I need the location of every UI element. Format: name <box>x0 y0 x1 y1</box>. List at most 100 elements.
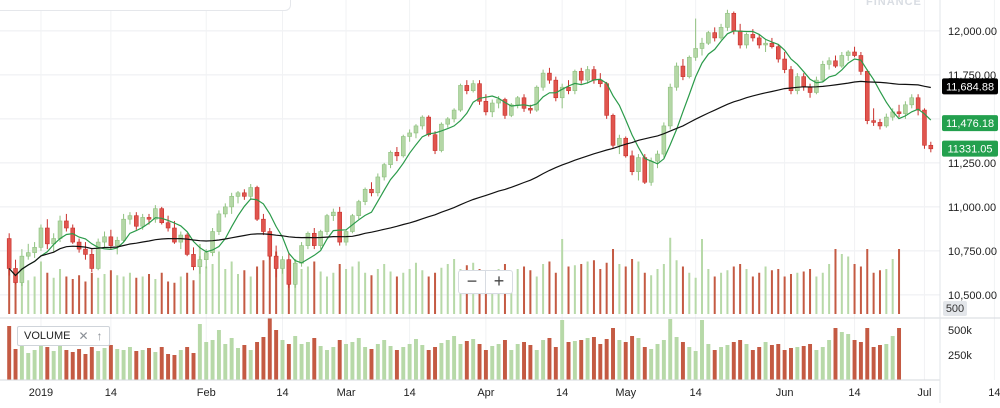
volume-overlay-bar <box>885 269 888 314</box>
candle-body <box>146 217 152 220</box>
candle-body <box>756 37 762 46</box>
volume-bar <box>318 346 323 380</box>
volume-bar <box>108 345 113 380</box>
volume-bar <box>286 344 291 380</box>
price-tick-label: 11,000.00 <box>948 202 996 214</box>
volume-overlay-bar <box>84 281 87 314</box>
volume-bar <box>388 346 393 380</box>
volume-overlay-bar <box>624 266 627 314</box>
volume-overlay-bar <box>71 279 74 314</box>
volume-bar <box>687 347 692 380</box>
zoom-out-button[interactable]: − <box>466 271 478 291</box>
volume-overlay-bar <box>599 269 602 314</box>
candle-body <box>769 42 775 48</box>
volume-bar <box>89 347 94 380</box>
volume-overlay-bar <box>688 272 691 314</box>
volume-overlay-bar <box>726 270 729 314</box>
time-tick-label: 14 <box>848 387 860 399</box>
volume-bar <box>433 347 438 380</box>
candle-body <box>820 64 826 81</box>
candle-body <box>299 245 304 264</box>
volume-bar <box>827 340 832 380</box>
volume-bar <box>884 344 889 380</box>
candle-body <box>515 97 520 106</box>
volume-bar <box>426 350 431 380</box>
candle-body <box>407 132 412 137</box>
volume-bar <box>305 342 310 380</box>
volume-bar <box>820 347 825 380</box>
volume-bar <box>115 349 120 380</box>
candle-body <box>833 60 838 67</box>
candle-body <box>788 69 794 92</box>
volume-overlay-bar <box>828 264 831 314</box>
price-badge <box>942 78 998 95</box>
volume-bar <box>719 347 724 380</box>
volume-overlay-bar <box>809 269 812 314</box>
candle-body <box>324 215 330 232</box>
volume-bar <box>32 350 37 380</box>
volume-overlay-bar <box>612 249 615 314</box>
candle-body <box>483 100 489 113</box>
volume-overlay-bar <box>427 276 430 314</box>
volume-bar <box>337 340 342 380</box>
volume-bar <box>210 340 215 380</box>
candle-body <box>25 252 31 257</box>
volume-bar <box>274 330 279 380</box>
volume-overlay-bar <box>33 276 36 314</box>
volume-bar <box>382 340 387 380</box>
candle-body <box>648 160 654 183</box>
candle-body <box>922 109 927 146</box>
volume-overlay-bar <box>319 271 322 314</box>
candle-body <box>477 83 482 102</box>
volume-bar <box>197 324 202 380</box>
volume-overlay-bar <box>230 261 233 314</box>
volume-bar <box>776 344 781 380</box>
candle-body <box>337 211 342 243</box>
volume-bar <box>439 343 444 380</box>
volume-bar <box>630 336 635 380</box>
zoom-controls: − + <box>458 270 513 294</box>
volume-overlay-bar <box>669 237 672 314</box>
volume-overlay-bar <box>764 266 767 314</box>
volume-bar <box>267 318 272 380</box>
volume-bar <box>522 342 526 380</box>
volume-bar <box>604 339 609 380</box>
volume-bar <box>299 344 304 380</box>
candle-body <box>64 220 69 229</box>
volume-overlay-bar <box>173 282 176 314</box>
volume-bar <box>293 336 298 380</box>
candle-body <box>559 86 565 99</box>
volume-bar <box>83 354 88 380</box>
candle-body <box>356 201 362 216</box>
volume-overlay-bar <box>535 276 538 314</box>
volume-overlay-bar <box>160 272 163 314</box>
volume-overlay-bar <box>135 277 138 314</box>
candle-body <box>248 187 253 197</box>
move-up-icon[interactable]: ↑ <box>96 329 103 343</box>
volume-bar <box>45 347 50 380</box>
volume-overlay-bar <box>351 266 354 314</box>
volume-bar <box>852 340 857 380</box>
volume-bar <box>236 348 240 380</box>
candle-body <box>839 55 845 67</box>
volume-bar <box>706 344 711 380</box>
zoom-in-button[interactable]: + <box>485 271 512 293</box>
volume-bar <box>172 355 177 380</box>
volume-bar <box>26 353 31 380</box>
volume-overlay-bar <box>224 269 227 314</box>
volume-overlay-bar <box>523 266 526 314</box>
candle-body <box>83 248 88 255</box>
volume-overlay-bar <box>650 275 653 314</box>
volume-bar <box>636 338 641 380</box>
candle-body <box>229 196 234 208</box>
volume-overlay-bar <box>20 269 23 314</box>
volume-bar <box>458 344 463 380</box>
close-icon[interactable]: ✕ <box>78 329 89 343</box>
candle-body <box>915 97 921 111</box>
volume-bar <box>248 350 253 380</box>
volume-overlay-bar <box>27 280 30 314</box>
time-tick-label: 14 <box>690 387 702 399</box>
volume-bar <box>375 344 380 380</box>
